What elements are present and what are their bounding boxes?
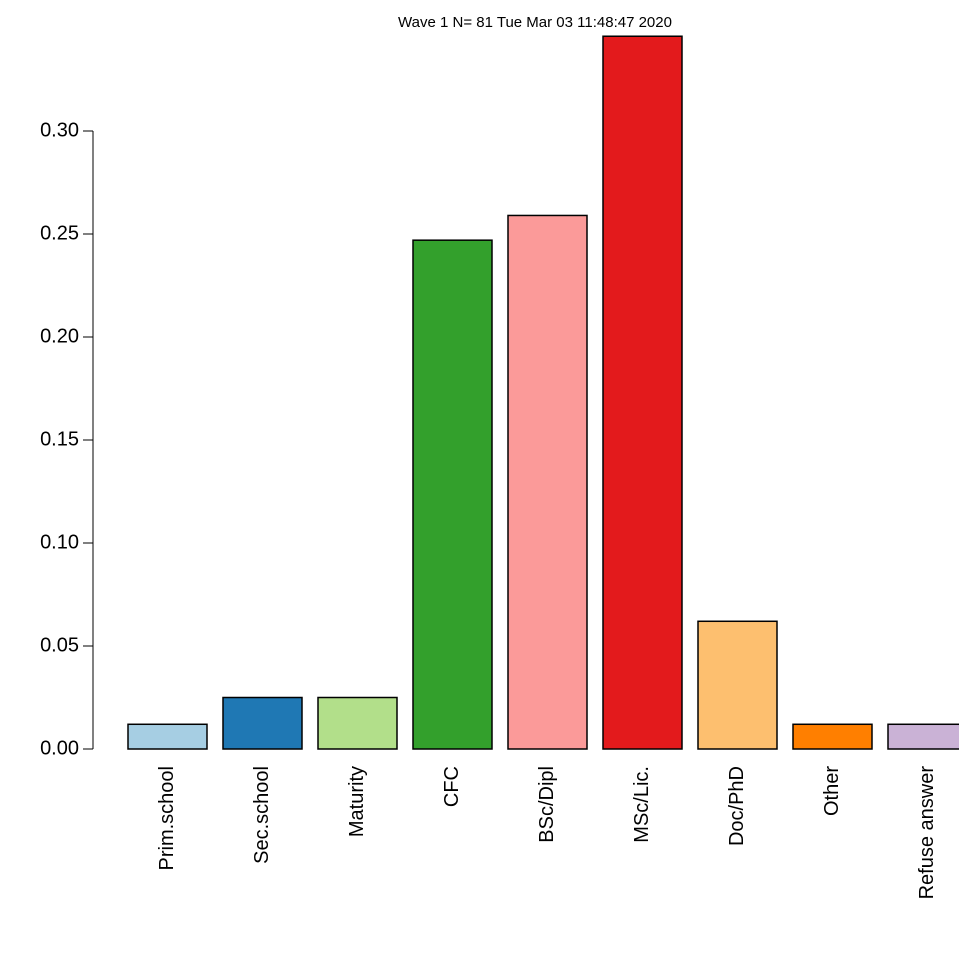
bar (412, 239, 493, 750)
x-tick-label: Maturity (346, 766, 368, 837)
x-tick-label: Prim.school (156, 766, 178, 870)
bar (127, 723, 208, 750)
bar (507, 214, 588, 750)
y-tick-label: 0.30 (40, 119, 79, 141)
y-tick-label: 0.00 (40, 737, 79, 759)
bar (222, 696, 303, 750)
x-tick-label: BSc/Dipl (536, 766, 558, 843)
x-tick-label: Other (821, 766, 843, 816)
y-tick-label: 0.10 (40, 531, 79, 553)
bar (602, 35, 683, 750)
bar (317, 696, 398, 750)
bar (887, 723, 959, 750)
x-tick-label: Sec.school (251, 766, 273, 864)
y-tick-label: 0.25 (40, 222, 79, 244)
y-tick-label: 0.20 (40, 325, 79, 347)
bar (697, 620, 778, 750)
y-tick-label: 0.05 (40, 634, 79, 656)
x-tick-label: CFC (441, 766, 463, 807)
x-tick-label: Doc/PhD (726, 766, 748, 846)
x-tick-label: MSc/Lic. (631, 766, 653, 843)
bar (792, 723, 873, 750)
x-tick-label: Refuse answer (916, 766, 938, 900)
chart-title: Wave 1 N= 81 Tue Mar 03 11:48:47 2020 (398, 14, 672, 31)
y-tick-label: 0.15 (40, 428, 79, 450)
